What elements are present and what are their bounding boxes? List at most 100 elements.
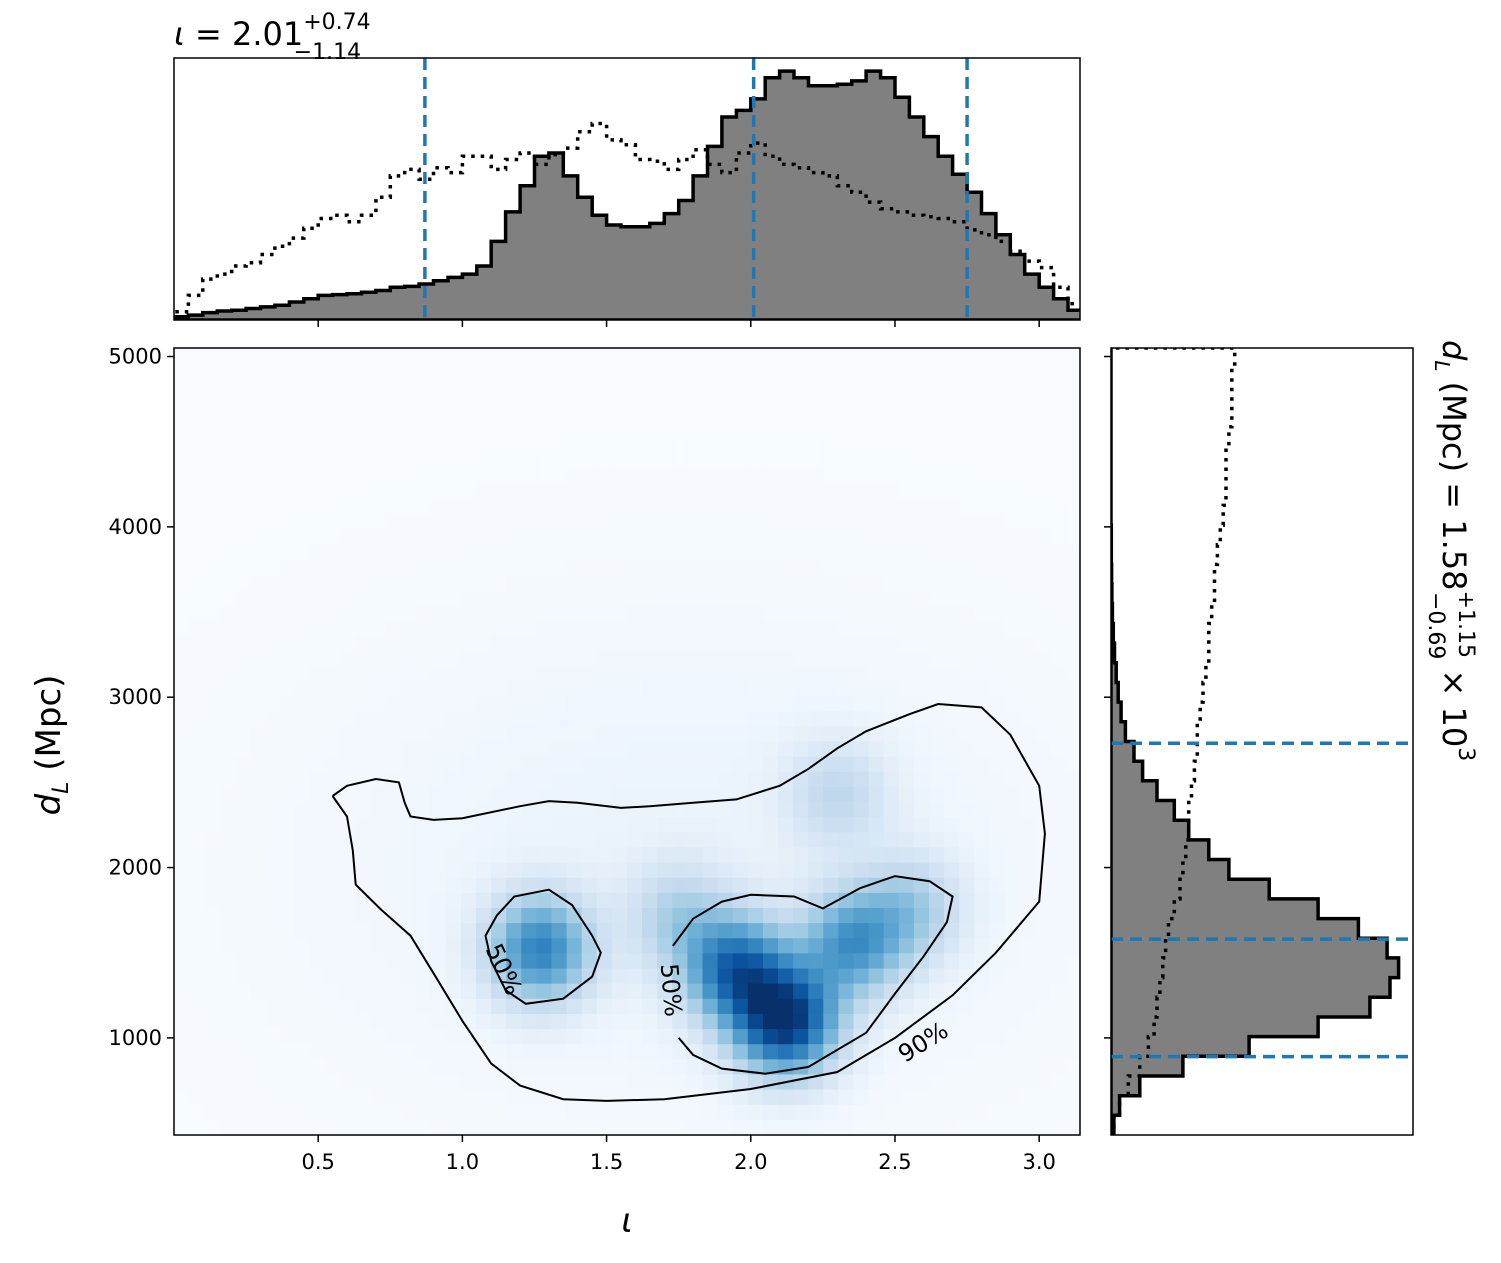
heatmap-cell <box>627 514 643 531</box>
heatmap-cell <box>687 438 704 455</box>
heatmap-cell <box>521 499 537 516</box>
heatmap-cell <box>687 802 704 818</box>
heatmap-cell <box>581 484 598 500</box>
heatmap-cell <box>551 726 568 743</box>
heatmap-cell <box>445 1074 462 1091</box>
heatmap-cell <box>1019 998 1036 1015</box>
heatmap-cell <box>430 862 447 879</box>
heatmap-cell <box>476 847 492 864</box>
heatmap-cell <box>249 832 266 849</box>
heatmap-cell <box>747 892 764 909</box>
heatmap-cell <box>989 1059 1006 1076</box>
heatmap-cell <box>853 862 870 879</box>
heatmap-cell <box>974 877 990 894</box>
heatmap-cell <box>793 907 809 924</box>
heatmap-cell <box>717 756 734 773</box>
heatmap-cell <box>1004 605 1021 622</box>
heatmap-cell <box>279 832 296 849</box>
heatmap-cell <box>174 575 190 591</box>
heatmap-cell <box>174 423 190 440</box>
heatmap-cell <box>913 817 930 833</box>
heatmap-cell <box>1004 559 1021 576</box>
heatmap-cell <box>415 559 432 576</box>
heatmap-cell <box>294 650 311 667</box>
heatmap-cell <box>264 741 281 758</box>
heatmap-cell <box>355 998 371 1015</box>
heatmap-cell <box>868 968 885 985</box>
heatmap-cell <box>234 559 251 576</box>
heatmap-cell <box>974 514 990 531</box>
heatmap-cell <box>204 499 220 516</box>
heatmap-cell <box>430 363 447 379</box>
heatmap-cell <box>249 907 266 924</box>
heatmap-cell <box>808 423 824 440</box>
heatmap-cell <box>853 741 870 758</box>
heatmap-cell <box>747 680 764 697</box>
heatmap-cell <box>838 529 855 546</box>
heatmap-cell <box>536 363 553 379</box>
heatmap-cell <box>974 665 990 682</box>
heatmap-cell <box>1034 680 1051 697</box>
heatmap-cell <box>219 711 235 727</box>
heatmap-cell <box>747 590 764 606</box>
heatmap-cell <box>1019 1013 1036 1030</box>
heatmap-cell <box>838 559 855 576</box>
heatmap-cell <box>823 680 839 697</box>
heatmap-cell <box>1019 1044 1036 1060</box>
heatmap-cell <box>762 741 779 758</box>
heatmap-cell <box>596 847 613 864</box>
heatmap-cell <box>657 923 673 939</box>
heatmap-cell <box>189 469 205 485</box>
heatmap-cell <box>460 1044 477 1060</box>
heatmap-cell <box>747 741 764 758</box>
heatmap-cell <box>702 817 719 833</box>
heatmap-cell <box>249 620 266 637</box>
heatmap-cell <box>672 529 688 546</box>
heatmap-cell <box>672 953 688 970</box>
heatmap-cell <box>551 650 568 667</box>
heatmap-cell <box>838 771 855 788</box>
heatmap-cell <box>294 559 311 576</box>
heatmap-cell <box>838 620 855 637</box>
heatmap-cell <box>747 1119 764 1135</box>
heatmap-cell <box>476 771 492 788</box>
heatmap-cell <box>702 802 719 818</box>
heatmap-cell <box>732 741 749 758</box>
heatmap-cell <box>1064 1013 1080 1030</box>
heatmap-cell <box>1019 408 1036 425</box>
heatmap-cell <box>325 832 341 849</box>
heatmap-cell <box>325 620 341 637</box>
heatmap-cell <box>596 635 613 652</box>
heatmap-cell <box>989 756 1006 773</box>
heatmap-cell <box>476 393 492 410</box>
heatmap-cell <box>536 499 553 516</box>
heatmap-cell <box>325 514 341 531</box>
heatmap-cell <box>460 393 477 410</box>
heatmap-cell <box>1034 696 1051 712</box>
heatmap-cell <box>279 711 296 727</box>
heatmap-cell <box>868 348 885 364</box>
heatmap-cell <box>732 998 749 1015</box>
heatmap-cell <box>883 802 900 818</box>
heatmap-cell <box>1019 605 1036 622</box>
heatmap-cell <box>476 832 492 849</box>
heatmap-cell <box>294 1104 311 1121</box>
heatmap-cell <box>491 544 507 561</box>
heatmap-cell <box>1034 348 1051 364</box>
heatmap-cell <box>536 605 553 622</box>
heatmap-cell <box>611 1119 628 1135</box>
heatmap-cell <box>747 453 764 470</box>
heatmap-cell <box>385 832 402 849</box>
heatmap-cell <box>551 665 568 682</box>
heatmap-cell <box>823 968 839 985</box>
heatmap-cell <box>808 544 824 561</box>
heatmap-cell <box>1064 680 1080 697</box>
heatmap-cell <box>929 983 945 1000</box>
heatmap-cell <box>898 817 915 833</box>
heatmap-cell <box>581 786 598 803</box>
heatmap-cell <box>762 832 779 849</box>
heatmap-cell <box>536 1029 553 1045</box>
heatmap-cell <box>853 938 870 954</box>
heatmap-cell <box>460 1089 477 1106</box>
heatmap-cell <box>898 802 915 818</box>
